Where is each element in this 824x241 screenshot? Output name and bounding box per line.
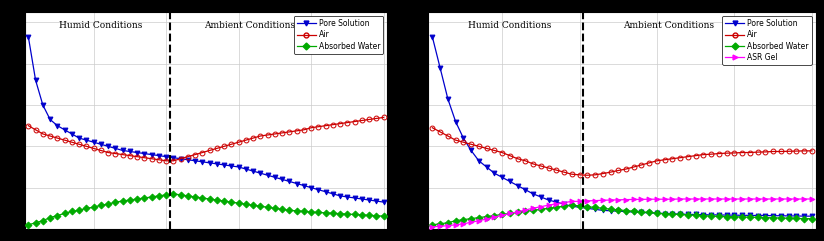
Text: Humid Conditions: Humid Conditions: [59, 21, 143, 30]
Text: Ambient Conditions: Ambient Conditions: [204, 21, 295, 30]
Text: Ambient Conditions: Ambient Conditions: [623, 21, 714, 30]
Text: Humid Conditions: Humid Conditions: [468, 21, 551, 30]
Legend: Pore Solution, Air, Absorbed Water, ASR Gel: Pore Solution, Air, Absorbed Water, ASR …: [722, 16, 812, 65]
Legend: Pore Solution, Air, Absorbed Water: Pore Solution, Air, Absorbed Water: [293, 16, 383, 54]
